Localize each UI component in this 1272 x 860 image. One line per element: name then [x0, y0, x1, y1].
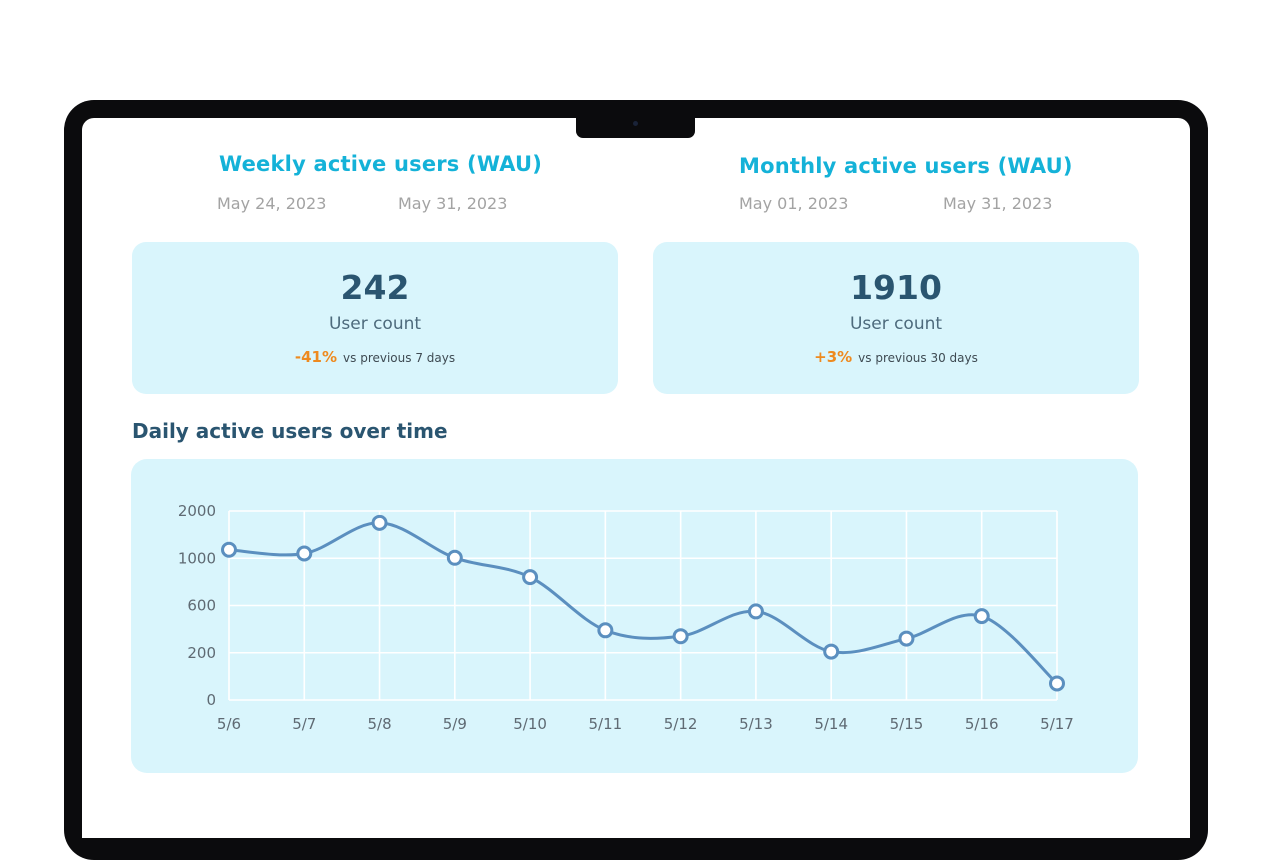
y-tick-label: 600 [187, 597, 216, 615]
monthly-user-count-label: User count [849, 314, 943, 334]
monthly-change-row: +3% vs previous 30 days [653, 347, 1139, 366]
daily-active-users-chart: 0 200 600 1000 2000 5/6 5/7 5/8 5/9 5/10 5/11 5/12 5… [178, 502, 1074, 733]
data-point [823, 643, 840, 660]
data-point [973, 608, 990, 625]
x-tick-label: 5/15 [890, 715, 924, 733]
x-tick-label: 5/7 [292, 715, 316, 733]
monthly-stat-card: 1910 User count +3% vs previous 30 days [653, 242, 1139, 394]
y-tick-label: 2000 [178, 502, 216, 520]
x-tick-label: 5/16 [965, 715, 999, 733]
x-tick-label: 5/13 [739, 715, 773, 733]
series-line [228, 521, 1059, 685]
x-tick-label: 5/9 [443, 715, 467, 733]
monthly-user-count: 1910 [850, 268, 942, 307]
monthly-end-date: May 31, 2023 [943, 194, 1053, 213]
weekly-stat-card: 242 User count -41% vs previous 7 days [132, 242, 618, 394]
x-tick-label: 5/17 [1040, 715, 1074, 733]
weekly-compare-text: vs previous 7 days [343, 351, 456, 365]
x-tick-label: 5/14 [814, 715, 848, 733]
data-point [446, 549, 463, 566]
weekly-user-count: 242 [340, 268, 410, 307]
camera-icon [633, 121, 638, 126]
y-tick-label: 1000 [178, 549, 216, 567]
data-point [296, 545, 313, 562]
x-tick-label: 5/11 [589, 715, 623, 733]
data-point [522, 569, 539, 586]
data-point [597, 622, 614, 639]
weekly-change-percent: -41% [294, 348, 338, 366]
weekly-user-count-label: User count [328, 314, 422, 334]
monthly-start-date: May 01, 2023 [739, 194, 849, 213]
data-point [898, 630, 915, 647]
weekly-end-date: May 31, 2023 [398, 194, 508, 213]
x-tick-label: 5/8 [367, 715, 391, 733]
weekly-title: Weekly active users (WAU) [219, 152, 543, 176]
data-point [747, 603, 764, 620]
x-tick-label: 5/10 [513, 715, 547, 733]
monthly-change-percent: +3% [814, 348, 853, 366]
data-point [1049, 675, 1065, 692]
chart-section-title: Daily active users over time [132, 419, 448, 443]
x-tick-label: 5/12 [664, 715, 698, 733]
monthly-title: Monthly active users (WAU) [739, 154, 1073, 178]
y-tick-label: 200 [187, 644, 216, 662]
weekly-change-row: -41% vs previous 7 days [132, 347, 618, 366]
weekly-start-date: May 24, 2023 [217, 194, 327, 213]
monthly-compare-text: vs previous 30 days [858, 351, 978, 365]
x-tick-label: 5/6 [217, 715, 241, 733]
data-point [672, 628, 689, 645]
data-point [221, 541, 237, 558]
y-tick-label: 0 [206, 691, 216, 709]
data-point [371, 514, 388, 531]
chart-card: 0 200 600 1000 2000 5/6 5/7 5/8 5/9 5/10 5/11 5/12 5… [131, 459, 1138, 773]
